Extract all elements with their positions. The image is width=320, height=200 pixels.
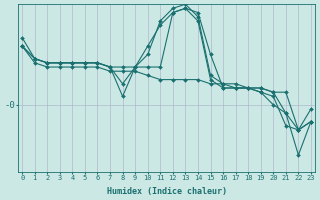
X-axis label: Humidex (Indice chaleur): Humidex (Indice chaleur) [107, 187, 227, 196]
